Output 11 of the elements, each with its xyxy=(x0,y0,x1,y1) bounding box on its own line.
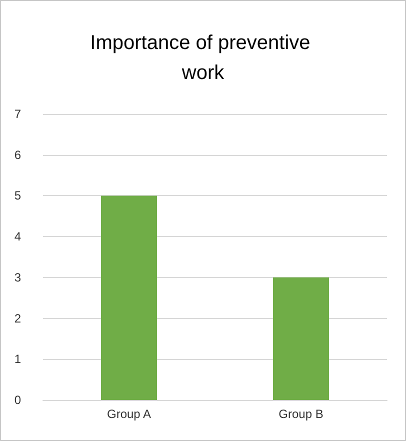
x-tick-label: Group B xyxy=(278,407,324,421)
y-tick-label: 7 xyxy=(14,107,22,121)
y-tick-label: 0 xyxy=(14,393,22,407)
chart-title: Importance of preventive work xyxy=(90,32,316,84)
y-tick-label: 6 xyxy=(14,148,22,162)
y-tick-label: 5 xyxy=(14,188,22,203)
y-tick-label: 3 xyxy=(14,270,22,284)
y-tick-label: 1 xyxy=(14,352,22,366)
y-tick-label: 4 xyxy=(14,230,22,244)
y-tick-label: 2 xyxy=(14,311,22,326)
x-tick-label: Group A xyxy=(106,407,152,421)
